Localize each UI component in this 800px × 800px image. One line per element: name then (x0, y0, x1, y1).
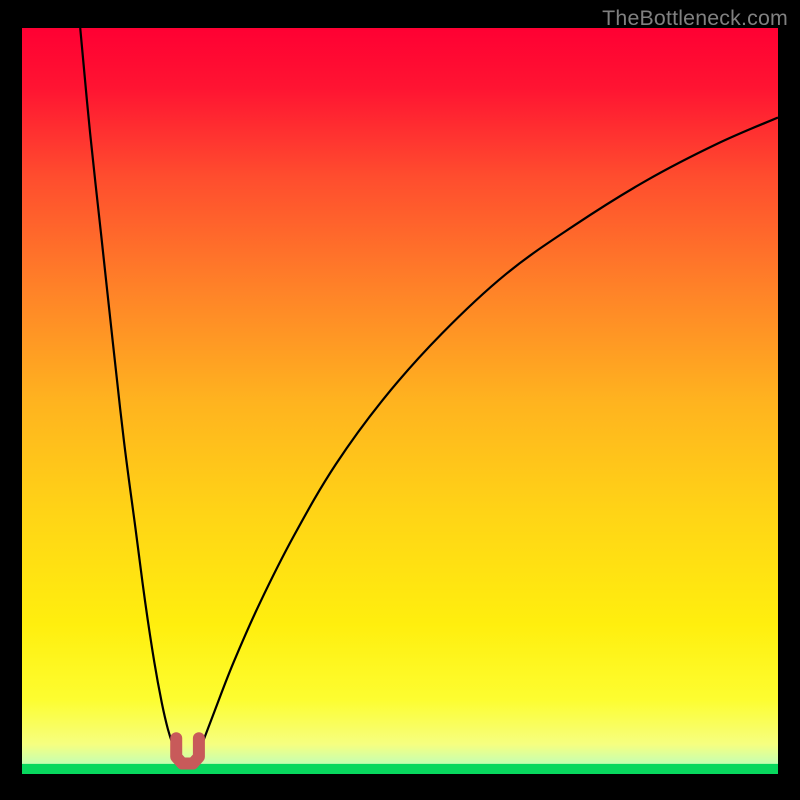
watermark-text: TheBottleneck.com (602, 6, 788, 31)
green-band (22, 764, 778, 774)
chart-svg (22, 28, 778, 774)
gradient-background (22, 28, 778, 774)
plot-area (22, 28, 778, 774)
chart-stage: TheBottleneck.com (0, 0, 800, 800)
